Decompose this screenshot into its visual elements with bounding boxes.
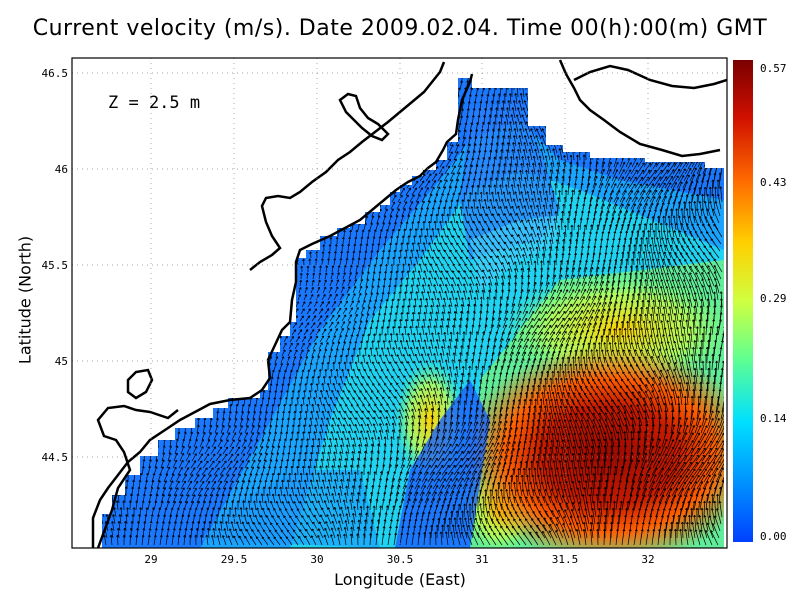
gridlines	[72, 58, 727, 548]
y-tick-label: 44.5	[42, 451, 69, 464]
colorbar-tick-label: 0.57	[760, 62, 787, 75]
x-tick-labels: 29 29.5 30 30.5 31 31.5 32	[144, 553, 654, 566]
y-tick-label: 45	[55, 355, 68, 368]
colorbar-tick-label: 0.43	[760, 176, 787, 189]
x-tick-label: 30.5	[387, 553, 414, 566]
colorbar	[733, 60, 753, 542]
colorbar-tick-label: 0.29	[760, 292, 787, 305]
velocity-field	[102, 78, 724, 548]
map-title: Current velocity (m/s). Date 2009.02.04.…	[32, 16, 768, 41]
x-tick-label: 31.5	[552, 553, 579, 566]
x-tick-label: 30	[310, 553, 323, 566]
y-tick-label: 45.5	[42, 259, 69, 272]
x-axis-label: Longitude (East)	[334, 570, 466, 589]
y-tick-label: 46.5	[42, 67, 69, 80]
x-tick-label: 29	[144, 553, 157, 566]
colorbar-tick-label: 0.14	[760, 412, 787, 425]
colorbar-tick-labels: 0.57 0.43 0.29 0.14 0.00	[760, 62, 787, 543]
coastline	[91, 59, 727, 548]
x-tick-label: 31	[475, 553, 488, 566]
colorbar-tick-label: 0.00	[760, 530, 787, 543]
plot-frame	[71, 57, 728, 549]
depth-label: Z = 2.5 m	[108, 93, 200, 113]
x-tick-label: 29.5	[221, 553, 248, 566]
x-tick-label: 32	[641, 553, 654, 566]
y-tick-labels: 44.5 45 45.5 46 46.5	[42, 67, 69, 464]
y-tick-label: 46	[55, 163, 68, 176]
y-axis-label: Latitude (North)	[15, 235, 35, 365]
